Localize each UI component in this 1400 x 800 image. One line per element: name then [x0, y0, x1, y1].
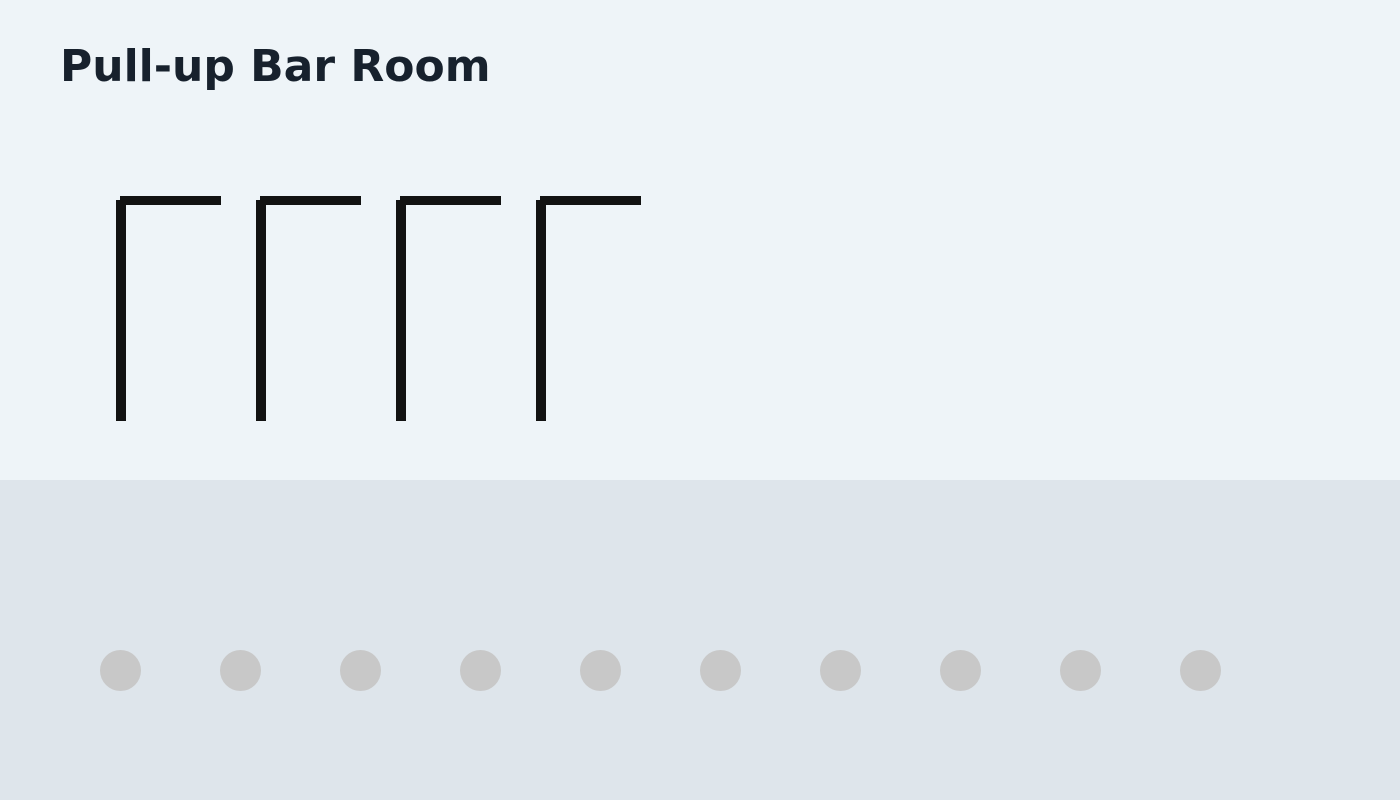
pull-up-bar-1[interactable] [116, 196, 228, 422]
room-title: Pull-up Bar Room [60, 41, 491, 92]
pull-up-bar-2[interactable] [256, 196, 368, 422]
bar-post [116, 200, 126, 421]
bar-beam [260, 196, 361, 205]
slot-7[interactable] [820, 650, 861, 691]
slot-9[interactable] [1060, 650, 1101, 691]
bar-post [536, 200, 546, 421]
slot-10[interactable] [1180, 650, 1221, 691]
floor-area [0, 480, 1400, 800]
bar-post [256, 200, 266, 421]
slot-6[interactable] [700, 650, 741, 691]
slot-8[interactable] [940, 650, 981, 691]
slot-1[interactable] [100, 650, 141, 691]
slot-3[interactable] [340, 650, 381, 691]
bar-post [396, 200, 406, 421]
bar-beam [400, 196, 501, 205]
slot-2[interactable] [220, 650, 261, 691]
bar-beam [120, 196, 221, 205]
room-area: Pull-up Bar Room [0, 0, 1400, 480]
slot-4[interactable] [460, 650, 501, 691]
pull-up-bar-3[interactable] [396, 196, 508, 422]
bar-beam [540, 196, 641, 205]
pull-up-bar-4[interactable] [536, 196, 648, 422]
slot-5[interactable] [580, 650, 621, 691]
